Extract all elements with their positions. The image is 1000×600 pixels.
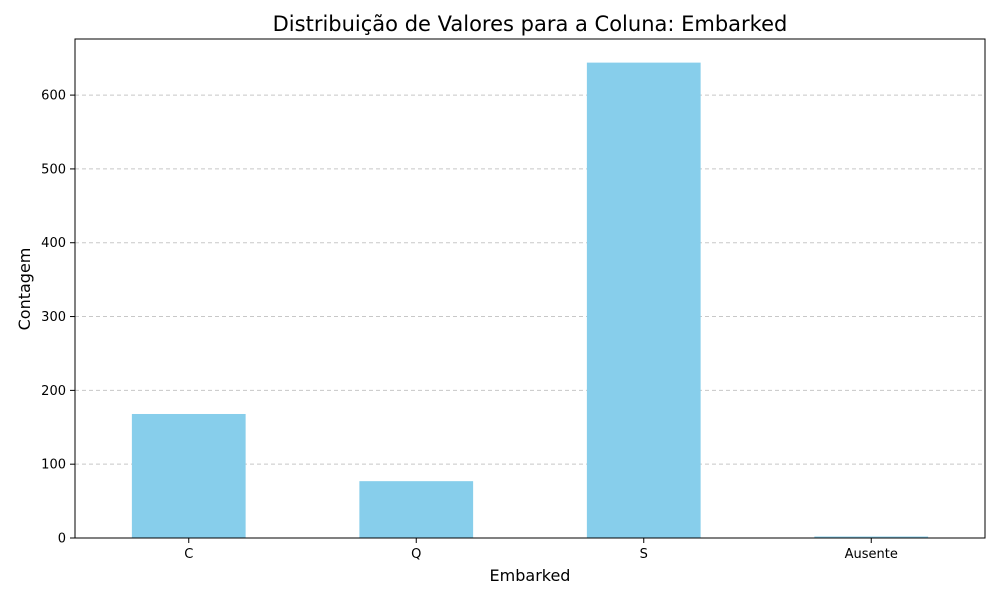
bar-ausente [814,536,929,538]
axes [74,38,986,539]
x-axis-ticks: C Q S Ausente [184,538,898,562]
plot-frame [74,38,986,539]
y-tick-label: 200 [41,384,66,399]
x-tick-label: Ausente [845,547,898,562]
grid-lines [75,94,985,465]
y-tick-label: 600 [41,89,66,104]
x-tick-label: Q [411,547,421,562]
y-axis-label: Contagem [15,248,34,331]
bars [131,62,929,538]
x-tick-label: S [640,547,648,562]
bar-q [359,481,474,538]
bar-s [586,62,701,538]
y-tick-label: 0 [58,532,66,547]
bar-c [131,413,246,538]
y-tick-label: 400 [41,236,66,251]
y-tick-label: 300 [41,310,66,325]
chart-title: Distribuição de Valores para a Coluna: E… [273,12,788,36]
x-axis-label: Embarked [490,566,571,585]
y-tick-label: 100 [41,458,66,473]
y-tick-label: 500 [41,162,66,177]
x-tick-label: C [184,547,193,562]
y-axis-ticks: 0 100 200 300 400 500 600 [41,89,75,547]
